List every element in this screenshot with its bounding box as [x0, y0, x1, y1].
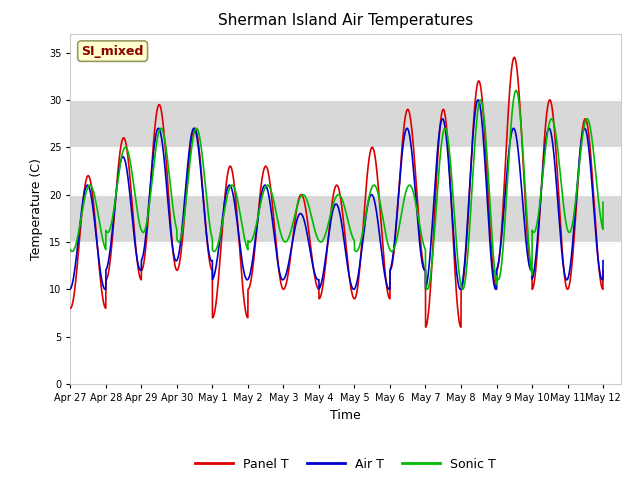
- Bar: [70, 194, 621, 242]
- Bar: [70, 100, 621, 147]
- X-axis label: Time: Time: [330, 408, 361, 421]
- Legend: Panel T, Air T, Sonic T: Panel T, Air T, Sonic T: [191, 453, 500, 476]
- Text: SI_mixed: SI_mixed: [81, 45, 144, 58]
- Y-axis label: Temperature (C): Temperature (C): [30, 158, 44, 260]
- Title: Sherman Island Air Temperatures: Sherman Island Air Temperatures: [218, 13, 473, 28]
